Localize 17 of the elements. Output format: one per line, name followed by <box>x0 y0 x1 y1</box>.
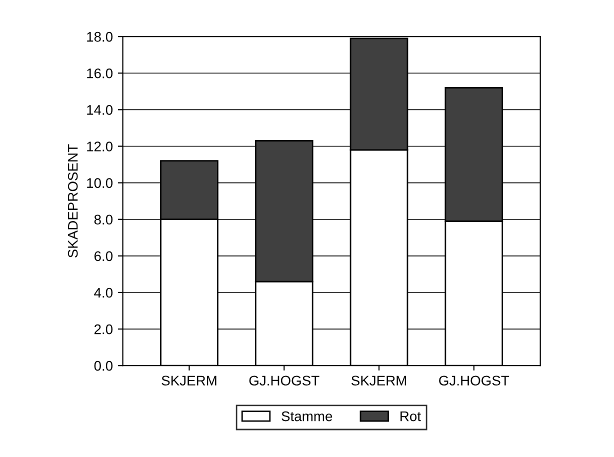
y-tick-label: 2.0 <box>94 324 113 334</box>
y-axis-title: SKADEPROSENT <box>68 144 78 258</box>
legend-label: Stamme <box>282 411 332 422</box>
legend-label: Rot <box>400 412 421 422</box>
y-tick-label: 0.0 <box>94 360 113 371</box>
y-tick-label: 6.0 <box>94 251 113 262</box>
x-tick-label: GJ.HOGST <box>249 376 320 386</box>
y-tick-label: 12.0 <box>87 142 113 152</box>
y-tick-label: 14.0 <box>87 105 113 115</box>
x-tick-label: SKJERM <box>162 376 216 386</box>
y-tick-label: 4.0 <box>94 288 113 298</box>
y-tick-label: 16.0 <box>87 68 113 78</box>
x-tick-label: GJ.HOGST <box>439 376 510 386</box>
y-tick-label: 10.0 <box>87 178 113 188</box>
x-tick-label: SKJERM <box>351 376 406 386</box>
y-tick-label: 18.0 <box>87 32 113 42</box>
y-tick-label: 8.0 <box>94 214 113 225</box>
